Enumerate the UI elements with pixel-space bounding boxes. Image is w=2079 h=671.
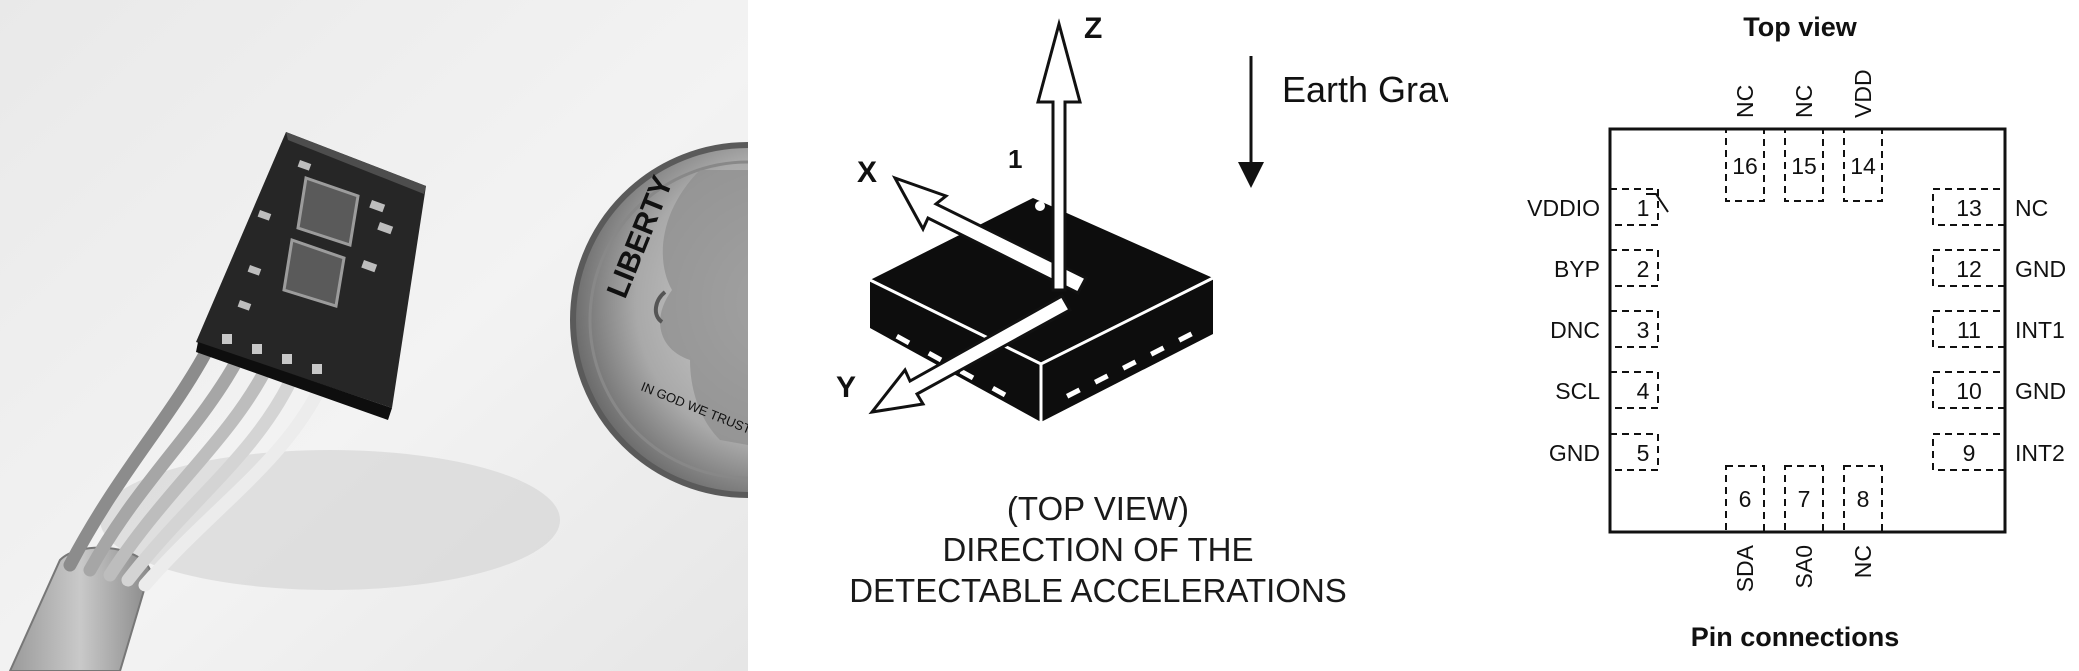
acceleration-axes-diagram: X Y Z 1 Earth Gravity (TOP VIEW) DIRECTI… [748,0,1448,671]
pin-9 [1932,433,2006,471]
pin-number: 12 [1956,256,1982,282]
pin-name: GND [1549,440,1600,466]
pin-name: NC [2015,195,2048,221]
pin-name: VDD [1850,69,1876,118]
caption-line-1: (TOP VIEW) [1006,490,1190,527]
pin-10 [1932,371,2006,409]
pin-number: 11 [1957,317,1981,343]
y-axis-label: Y [836,371,856,404]
pin-1 [1609,188,1659,226]
z-axis-label: Z [1084,12,1102,45]
caption-line-2: DIRECTION OF THE [942,531,1254,568]
package-body [869,198,1214,422]
pin-6 [1725,465,1765,533]
pin-name: NC [1850,545,1876,578]
pin-number: 6 [1739,486,1752,512]
photo-illustration: LIBERTY IN GOD WE TRUST [0,0,748,671]
pin-number: 3 [1637,317,1650,343]
sensor-board-photo: LIBERTY IN GOD WE TRUST [0,0,748,671]
coin: LIBERTY IN GOD WE TRUST [570,142,748,498]
pin-number: 2 [1637,256,1650,282]
pin-name: INT2 [2015,440,2065,466]
pin-2 [1609,249,1659,287]
pin-8 [1843,465,1883,533]
caption-line-3: DETECTABLE ACCELERATIONS [849,572,1347,609]
pin-number: 13 [1956,195,1982,221]
pin-name: SDA [1732,544,1758,592]
pin-name: NC [1732,85,1758,118]
pin-7 [1784,465,1824,533]
pin-3 [1609,310,1659,348]
pin-4 [1609,371,1659,409]
pin-name: GND [2015,256,2066,282]
pin-number: 14 [1850,153,1876,179]
pin-11 [1932,310,2006,348]
pinout-title: Top view [1743,12,1858,42]
pin-5 [1609,433,1659,471]
pin-number: 10 [1956,378,1982,404]
pin-layer: 1 VDDIO 2 BYP 3 DNC 4 SCL 5 GND 13 NC 12 GND 11 INT1 10 G… [1527,69,2066,592]
pin-number: 1 [1637,195,1650,221]
axes-caption: (TOP VIEW) DIRECTION OF THE DETECTABLE A… [748,488,1448,611]
gravity-label: Earth Gravity [1282,69,1448,110]
pin-number: 15 [1791,153,1817,179]
x-axis-label: X [857,156,877,189]
pin-name: VDDIO [1527,195,1600,221]
pin-name: BYP [1554,256,1600,282]
pin-name: NC [1791,85,1817,118]
pin-13 [1932,188,2006,226]
pin-number: 8 [1857,486,1870,512]
pin-name: SCL [1555,378,1600,404]
x-axis-arrow [891,175,1089,295]
pin-connections-diagram: Top view Pin connections 1 VDDIO 2 BYP 3 DNC 4… [1448,0,2079,671]
package-axes-illustration: X Y Z 1 Earth Gravity [836,12,1448,422]
pin1-dot [1035,201,1045,211]
pin-14 [1843,128,1883,202]
pin-number: 4 [1637,378,1650,404]
pin-number: 5 [1637,440,1650,466]
pin1-index-mark [1646,193,1669,213]
pin-15 [1784,128,1824,202]
pin-number: 7 [1798,486,1811,512]
pin-name: DNC [1550,317,1600,343]
wires [63,338,325,592]
pcb-board [196,132,426,420]
pin1-marker-label: 1 [1008,144,1022,174]
pin-name: INT1 [2015,317,2065,343]
pinout-footer: Pin connections [1691,622,1900,652]
pin-name: SA0 [1791,545,1817,588]
pin-number: 9 [1963,440,1976,466]
pin-number: 16 [1732,153,1758,179]
z-axis-arrow [1036,18,1082,292]
y-axis-arrow [868,293,1073,415]
pinout-drawing: Top view Pin connections 1 VDDIO 2 BYP 3 DNC 4… [1527,12,2066,652]
pin-name: GND [2015,378,2066,404]
pin-16 [1725,128,1765,202]
pin-12 [1932,249,2006,287]
gravity-arrow [1238,56,1264,188]
